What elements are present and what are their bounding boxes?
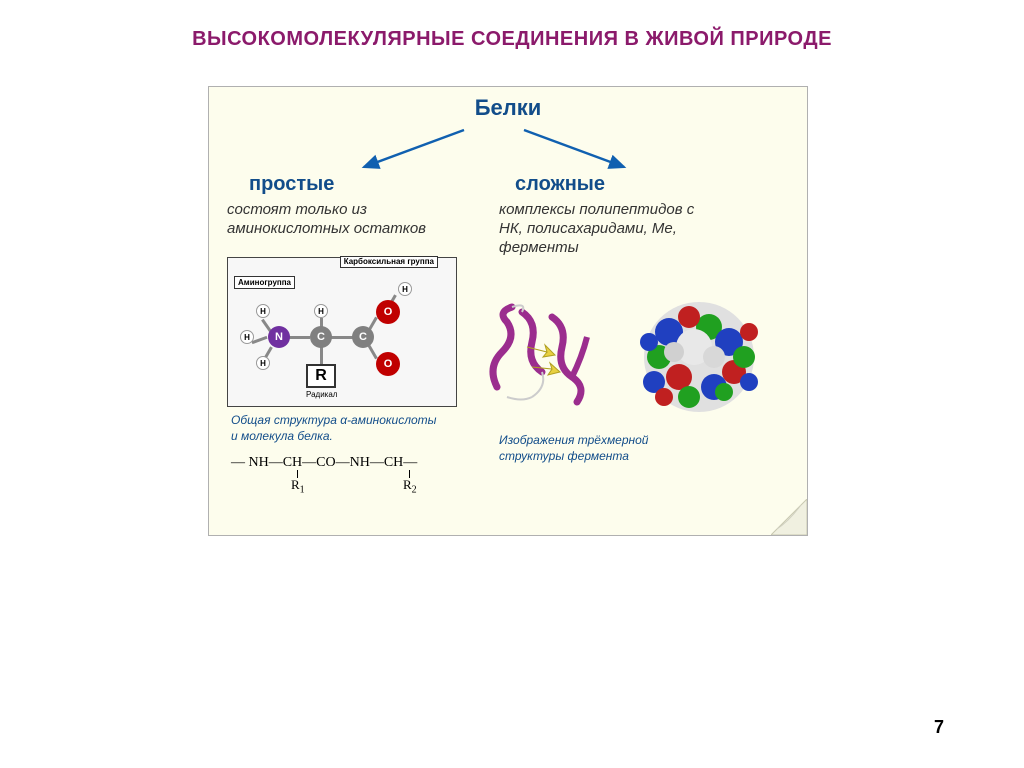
atom-h: H [256,304,270,318]
chain-formula: — NH—CH—CO—NH—CH— R1 R2 [231,455,417,471]
atom-h: H [314,304,328,318]
r-box: R [306,364,336,388]
complex-label: сложные [515,173,605,196]
atom-o: O [376,300,400,324]
atom-n: N [268,326,290,348]
ribbon-structure [477,297,607,417]
simple-label: простые [249,173,334,196]
complex-caption: Изображения трёхмерной структуры фермент… [499,433,699,464]
atom-h: H [256,356,270,370]
simple-desc: состоят только из аминокислотных остатко… [227,201,427,239]
amino-acid-diagram: Аминогруппа Карбоксильная группа H H H N… [227,257,457,407]
formula-r2: R2 [403,477,417,496]
atom-h: H [398,282,412,296]
formula-r1: R1 [291,477,305,496]
main-label: Белки [209,95,807,121]
diagram-panel: Белки простые состоят только из аминокис… [208,86,808,536]
radical-label: Радикал [306,390,337,399]
atom-o: O [376,352,400,376]
complex-desc: комплексы полипептидов с НК, полисахарид… [499,201,719,257]
page-title-text: ВЫСОКОМОЛЕКУЛЯРНЫЕ СОЕДИНЕНИЯ В ЖИВОЙ ПР… [192,28,832,50]
arrow-left [349,125,469,175]
panel-content: Белки простые состоят только из аминокис… [209,87,807,535]
formula-text: — NH—CH—CO—NH—CH— [231,455,417,470]
amino-label-left: Аминогруппа [234,276,295,289]
page-number: 7 [934,717,944,738]
simple-caption: Общая структура α-аминокислоты и молекул… [231,413,441,444]
surface-structure [619,287,779,427]
corner-fold-icon [771,499,807,535]
atom-c: C [310,326,332,348]
atom-c: C [352,326,374,348]
page-title: ВЫСОКОМОЛЕКУЛЯРНЫЕ СОЕДИНЕНИЯ В ЖИВОЙ ПР… [0,28,1024,51]
atom-h: H [240,330,254,344]
arrow-right [519,125,639,175]
amino-label-right: Карбоксильная группа [340,256,438,268]
